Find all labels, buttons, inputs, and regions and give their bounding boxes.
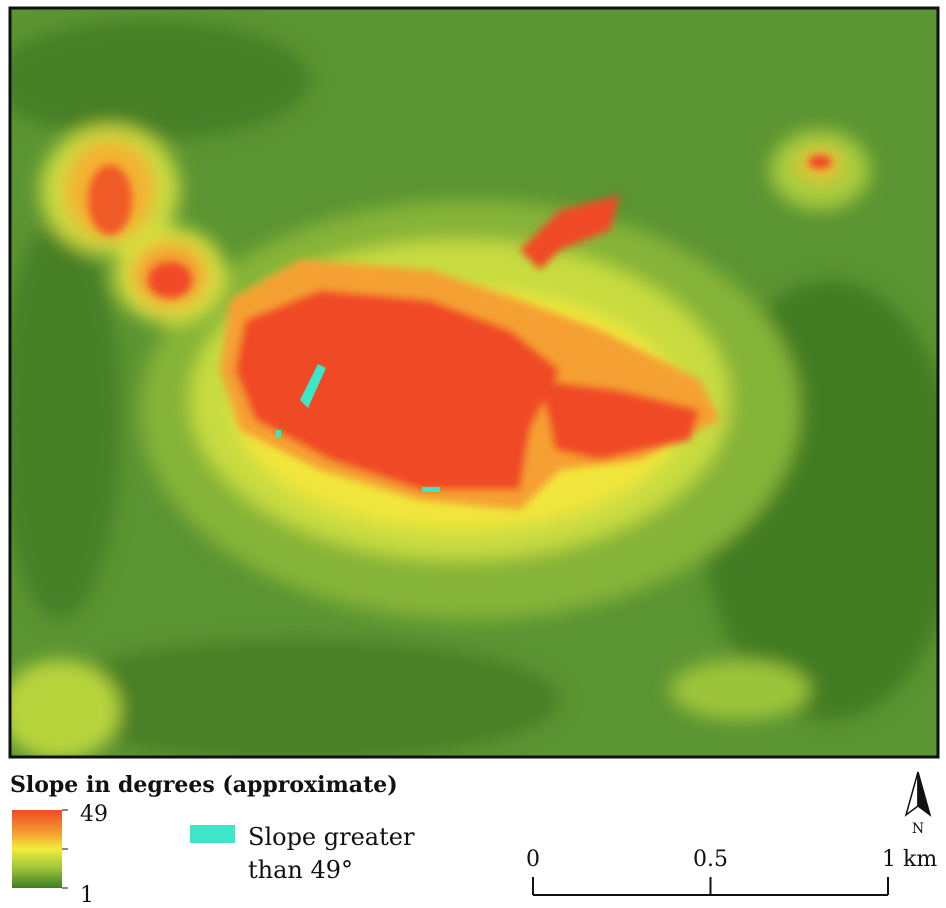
scale-label: 0 (526, 847, 540, 872)
slope-map (0, 8, 946, 760)
steep-area (422, 487, 440, 492)
highlight-swatch (190, 825, 235, 843)
scale-label: 0.5 (693, 847, 728, 872)
ramp-min-label: 1 (80, 883, 94, 903)
legend-title: Slope in degrees (approximate) (10, 772, 398, 798)
scale-label: 1 km (882, 847, 937, 872)
ramp-max-label: 49 (80, 802, 108, 827)
north-arrow: N (906, 772, 930, 837)
north-label: N (912, 821, 924, 837)
map-figure: Slope in degrees (approximate) 49 1 Slop… (0, 0, 946, 903)
scale-bar: 0 0.5 1 km (526, 847, 937, 895)
highlight-label: Slope greater (248, 823, 415, 851)
highlight-label: than 49° (248, 856, 353, 884)
steep-area (276, 430, 281, 437)
color-ramp (12, 810, 62, 888)
